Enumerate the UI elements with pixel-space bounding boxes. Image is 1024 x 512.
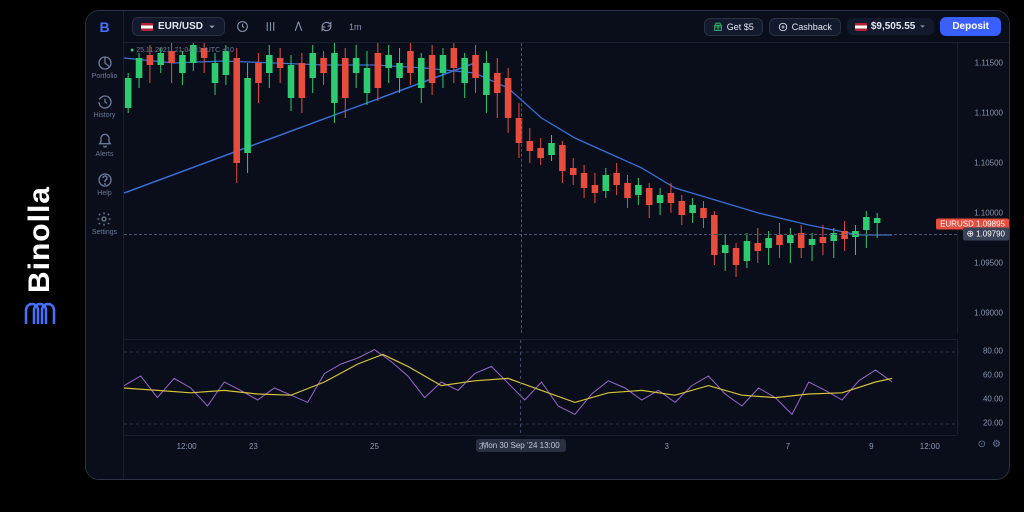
deposit-button[interactable]: Deposit — [940, 17, 1001, 36]
crosshair-horizontal — [124, 234, 957, 235]
axis-controls: ⊙ ⚙ — [978, 439, 1001, 450]
balance-display[interactable]: $9,505.55 — [847, 18, 935, 35]
flag-icon — [141, 23, 153, 31]
cashback-icon — [778, 22, 788, 32]
nav-alerts[interactable]: Alerts — [96, 133, 114, 158]
brand-sidebar: Binolla — [0, 0, 80, 512]
clock-icon — [236, 20, 249, 33]
chevron-down-icon — [208, 23, 216, 31]
chart-area: ● 25.11.2021 21:04:31 UTC +10 EURUSD 1.0… — [124, 43, 1009, 479]
gear-icon — [96, 211, 112, 227]
refresh-icon — [320, 20, 333, 33]
app-frame: B Portfolio History Alerts Help Settings… — [85, 10, 1010, 480]
topbar: EUR/USD 1m Get $5 Cashback $9,505.55 Dep… — [124, 11, 1009, 43]
help-icon — [97, 172, 113, 188]
nav-history[interactable]: History — [94, 94, 116, 119]
nav-settings[interactable]: Settings — [92, 211, 117, 236]
nav-help[interactable]: Help — [97, 172, 113, 197]
brand-logo-icon — [24, 302, 56, 326]
drawing-tool[interactable] — [287, 16, 309, 38]
flag-us-icon — [855, 23, 867, 31]
crosshair-price-badge: 1.09790 — [963, 228, 1009, 241]
compass-icon — [292, 20, 305, 33]
main-chart[interactable]: ● 25.11.2021 21:04:31 UTC +10 — [124, 43, 957, 333]
indicators-tool[interactable] — [259, 16, 281, 38]
oscillator-svg — [124, 340, 959, 436]
crosshair-vertical — [521, 43, 522, 333]
pair-selector[interactable]: EUR/USD — [132, 17, 225, 36]
cashback-button[interactable]: Cashback — [769, 18, 841, 36]
axis-settings-icon[interactable]: ⚙ — [992, 439, 1001, 450]
brand-name: Binolla — [23, 186, 57, 293]
timeframe-selector[interactable]: 1m — [343, 19, 368, 35]
timestamp-info: ● 25.11.2021 21:04:31 UTC +10 — [130, 47, 234, 54]
nav-sidebar: B Portfolio History Alerts Help Settings — [86, 11, 124, 479]
candlestick-chart — [124, 43, 959, 333]
clock-tool[interactable] — [231, 16, 253, 38]
bell-icon — [97, 133, 113, 149]
oscillator-chart[interactable] — [124, 339, 957, 435]
price-axis: EURUSD 1.09895 1.09790 1.090001.095001.1… — [957, 43, 1009, 333]
refresh-tool[interactable] — [315, 16, 337, 38]
get-bonus-button[interactable]: Get $5 — [704, 18, 763, 36]
zoom-reset-icon[interactable]: ⊙ — [978, 439, 986, 450]
oscillator-axis: 20.0040.0060.0080.00 — [957, 339, 1009, 435]
nav-portfolio[interactable]: Portfolio — [92, 55, 118, 80]
history-icon — [97, 94, 113, 110]
gift-icon — [713, 22, 723, 32]
time-axis: Mon 30 Sep '24 13:00 12:0023252737912:00 — [124, 435, 957, 459]
indicators-icon — [264, 20, 277, 33]
chevron-down-icon — [919, 23, 926, 30]
portfolio-icon — [97, 55, 113, 71]
app-logo-icon[interactable]: B — [99, 19, 109, 35]
crosshair-time-badge: Mon 30 Sep '24 13:00 — [476, 439, 566, 452]
